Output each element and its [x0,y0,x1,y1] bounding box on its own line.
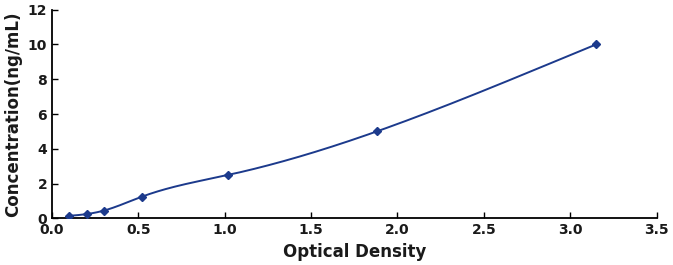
X-axis label: Optical Density: Optical Density [283,243,426,261]
Y-axis label: Concentration(ng/mL): Concentration(ng/mL) [4,11,22,217]
